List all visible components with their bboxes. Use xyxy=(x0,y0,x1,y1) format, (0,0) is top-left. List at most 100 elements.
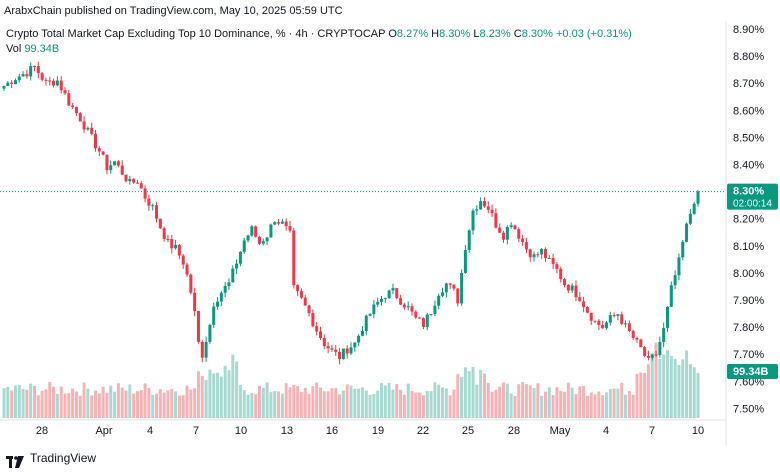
x-tick-label: May xyxy=(550,425,571,437)
volume-bar xyxy=(563,391,567,418)
candle-body xyxy=(52,80,56,86)
volume-bar xyxy=(63,393,67,418)
candle-body xyxy=(395,288,399,299)
volume-bar xyxy=(52,386,56,418)
volume-bar xyxy=(643,372,647,418)
volume-bar xyxy=(536,383,540,418)
volume-tag xyxy=(727,364,778,379)
candle-body xyxy=(151,205,155,207)
volume-bar xyxy=(246,394,250,418)
volume-bar xyxy=(517,384,521,418)
candle-body xyxy=(349,347,353,354)
volume-bar xyxy=(566,382,570,418)
candle-body xyxy=(646,355,650,358)
candle-body xyxy=(688,213,692,224)
candle-body xyxy=(543,248,547,259)
candle-body xyxy=(94,133,98,149)
candle-body xyxy=(402,304,406,308)
candle-body xyxy=(570,285,574,291)
candle-body xyxy=(494,213,498,228)
candle-body xyxy=(429,313,433,315)
volume-bar xyxy=(543,391,547,418)
candle-body xyxy=(280,221,284,224)
volume-bar xyxy=(74,391,78,418)
volume-bar xyxy=(471,366,475,418)
symbol-description[interactable]: Crypto Total Market Cap Excluding Top 10… xyxy=(6,28,386,40)
candle-body xyxy=(383,298,387,300)
volume-bar xyxy=(631,394,635,418)
volume-bar xyxy=(204,379,208,418)
candle-body xyxy=(128,178,132,182)
candle-body xyxy=(17,76,21,81)
volume-label[interactable]: Vol xyxy=(6,43,22,55)
volume-bar xyxy=(410,391,414,418)
x-tick-label: 7 xyxy=(649,425,655,437)
candle-body xyxy=(40,73,44,80)
volume-bar xyxy=(257,385,261,418)
volume-bar xyxy=(2,388,6,418)
candlestick-chart[interactable]: 8.90% 8.80% 8.70% 8.60% 8.50% 8.40% 8.30% 8.20%… xyxy=(0,0,780,446)
candle-body xyxy=(299,291,303,298)
candle-body xyxy=(357,335,361,343)
candle-body xyxy=(135,182,139,184)
volume-bar xyxy=(242,390,246,418)
candle-body xyxy=(326,346,330,349)
footer-brand: TradingView xyxy=(0,446,780,470)
candle-body xyxy=(639,339,643,348)
chart-legend: Crypto Total Market Cap Excluding Top 10… xyxy=(6,27,632,57)
volume-bar xyxy=(441,387,445,418)
volume-bar xyxy=(82,382,86,418)
candle-body xyxy=(444,283,448,293)
volume-bar xyxy=(421,395,425,418)
volume-bar xyxy=(25,389,29,418)
candle-body xyxy=(155,205,159,219)
volume-bar xyxy=(662,354,666,418)
volume-bar xyxy=(181,395,185,418)
candle-body xyxy=(589,312,593,321)
volume-bar xyxy=(669,355,673,418)
volume-bar xyxy=(402,394,406,418)
y-tick-label: 7.70% xyxy=(733,349,764,361)
volume-bar xyxy=(280,393,284,418)
price-tag-value: 8.30% xyxy=(733,186,764,198)
x-tick-label: 16 xyxy=(326,425,338,437)
volume-bar xyxy=(269,392,273,418)
volume-bar xyxy=(345,384,349,418)
volume-bar xyxy=(414,392,418,418)
volume-bar xyxy=(368,394,372,418)
y-tick-label: 8.10% xyxy=(733,241,764,253)
candle-body xyxy=(189,274,193,293)
volume-bar xyxy=(677,365,681,418)
volume-bar xyxy=(532,388,536,418)
candle-body xyxy=(517,229,521,239)
volume-bar xyxy=(391,389,395,418)
candle-body xyxy=(196,311,200,342)
x-tick-label: 28 xyxy=(36,425,48,437)
volume-bar xyxy=(486,382,490,418)
volume-bar xyxy=(612,388,616,418)
volume-bar xyxy=(597,391,601,418)
volume-bar xyxy=(147,388,151,418)
candle-body xyxy=(521,238,525,242)
candle-body xyxy=(380,298,384,302)
volume-bar xyxy=(21,388,25,418)
candle-body xyxy=(311,313,315,327)
candle-body xyxy=(532,254,536,258)
low-label: L xyxy=(473,28,480,40)
volume-bar xyxy=(555,387,559,418)
volume-bar xyxy=(94,390,98,418)
candle-body xyxy=(139,183,143,189)
candle-body xyxy=(269,224,273,238)
candle-body xyxy=(456,288,460,304)
volume-bar xyxy=(376,390,380,418)
published-header: ArabxChain published on TradingView.com,… xyxy=(0,0,780,22)
candle-body xyxy=(44,79,48,81)
volume-tag-value: 99.34B xyxy=(733,366,769,378)
close-label: C xyxy=(513,28,522,40)
candle-body xyxy=(216,301,220,307)
candle-body xyxy=(414,311,418,318)
candle-body xyxy=(227,282,231,287)
volume-bar xyxy=(696,373,700,418)
close-value: 8.30% xyxy=(521,28,553,40)
candle-body xyxy=(341,348,345,360)
